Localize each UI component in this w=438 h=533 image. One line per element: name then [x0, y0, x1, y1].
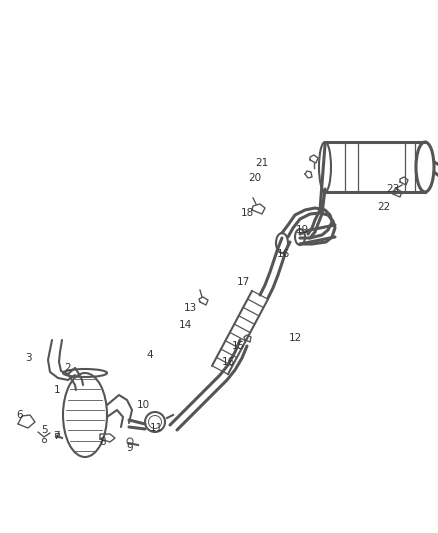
Text: 6: 6: [17, 410, 23, 420]
Text: 18: 18: [240, 208, 254, 218]
Text: 1: 1: [54, 385, 60, 395]
Text: 4: 4: [147, 350, 153, 360]
Text: 9: 9: [127, 443, 133, 453]
Text: 19: 19: [295, 225, 309, 235]
Text: 16: 16: [276, 249, 290, 259]
Text: 13: 13: [184, 303, 197, 313]
Text: 11: 11: [149, 423, 162, 433]
Text: 14: 14: [178, 320, 192, 330]
Text: 17: 17: [237, 277, 250, 287]
Text: 7: 7: [53, 431, 59, 441]
Text: 15: 15: [231, 341, 245, 351]
Text: 10: 10: [137, 400, 149, 410]
Text: 5: 5: [41, 425, 47, 435]
Text: 8: 8: [100, 437, 106, 447]
Text: 12: 12: [288, 333, 302, 343]
Text: 23: 23: [386, 184, 399, 194]
Text: 22: 22: [378, 202, 391, 212]
Text: 2: 2: [65, 363, 71, 373]
Text: 21: 21: [255, 158, 268, 168]
Text: 3: 3: [25, 353, 31, 363]
Text: 16: 16: [221, 357, 235, 367]
Text: 20: 20: [248, 173, 261, 183]
